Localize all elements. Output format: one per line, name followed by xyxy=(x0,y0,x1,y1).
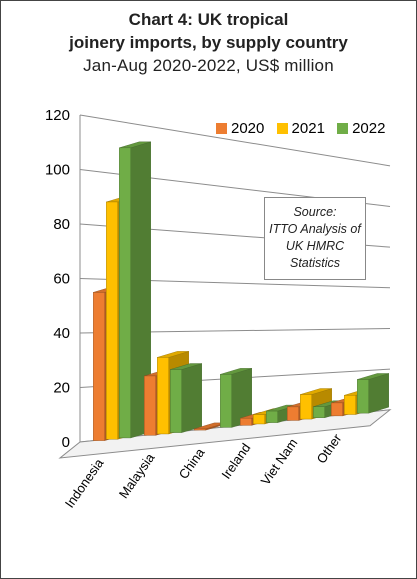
x-tick-label-china: China xyxy=(176,445,208,482)
bar-malaysia-2022 xyxy=(170,363,202,433)
chart-title-line-1: Chart 4: UK tropical xyxy=(128,10,289,29)
bar-front-malaysia-2021 xyxy=(157,357,169,435)
x-tick-label-viet-nam: Viet Nam xyxy=(258,436,301,488)
source-line-3: UK HMRC xyxy=(285,239,345,253)
bar-front-other-2022 xyxy=(357,379,369,414)
legend-swatch-2022 xyxy=(337,123,349,134)
y-tick-label-0: 0 xyxy=(62,434,70,451)
chart-title: Chart 4: UK tropical joinery imports, by… xyxy=(0,8,417,77)
bar-front-other-2021 xyxy=(344,395,356,415)
legend-label-2022: 2022 xyxy=(352,120,386,137)
gridline-120 xyxy=(79,114,391,167)
bar-front-china-2022 xyxy=(220,374,232,428)
x-tick-label-malaysia: Malaysia xyxy=(116,450,158,501)
bar-front-ireland-2020 xyxy=(240,418,252,426)
bar-front-viet-nam-2020 xyxy=(287,406,299,421)
y-tick-label-20: 20 xyxy=(53,380,70,397)
bar-front-indonesia-2022 xyxy=(119,147,131,439)
legend-item-2022: 2022 xyxy=(337,120,385,137)
source-line-1: Source: xyxy=(293,205,337,219)
bar-front-china-2020 xyxy=(194,428,206,431)
y-tick-label-120: 120 xyxy=(45,107,70,124)
source-annotation: Source: ITTO Analysis of UK HMRC Statist… xyxy=(264,197,366,280)
bar-front-viet-nam-2021 xyxy=(300,394,312,420)
bar-front-malaysia-2022 xyxy=(170,369,182,433)
bar-front-malaysia-2020 xyxy=(144,375,156,436)
x-tick-label-other: Other xyxy=(314,430,345,466)
y-tick-label-80: 80 xyxy=(53,216,70,233)
legend-label-2020: 2020 xyxy=(231,120,265,137)
source-line-2: ITTO Analysis of xyxy=(269,222,361,236)
bar-front-other-2020 xyxy=(331,402,343,417)
plot-floor xyxy=(58,409,392,459)
x-tick-label-indonesia: Indonesia xyxy=(62,455,107,510)
legend-swatch-2021 xyxy=(276,123,288,134)
y-tick-label-40: 40 xyxy=(53,325,70,342)
y-tick-label-60: 60 xyxy=(53,271,70,288)
chart-legend: 2020 2021 2022 xyxy=(216,120,393,137)
bar-other-2022 xyxy=(357,373,389,414)
x-tick-label-ireland: Ireland xyxy=(218,441,253,482)
legend-item-2021: 2021 xyxy=(276,120,325,137)
bar-side-other-2022 xyxy=(368,373,389,414)
legend-swatch-2020 xyxy=(216,123,227,134)
legend-item-2020: 2020 xyxy=(216,120,264,137)
bar-front-ireland-2022 xyxy=(266,410,278,423)
bar-front-ireland-2021 xyxy=(253,414,265,425)
bar-indonesia-2022 xyxy=(119,141,151,439)
bar-side-malaysia-2022 xyxy=(181,363,202,433)
bar-front-indonesia-2021 xyxy=(106,201,118,440)
legend-label-2021: 2021 xyxy=(291,120,325,137)
bar-china-2022 xyxy=(220,368,252,428)
chart-title-line-3: Jan-Aug 2020-2022, US$ million xyxy=(83,56,334,75)
bar-front-indonesia-2020 xyxy=(93,292,105,441)
bar-front-viet-nam-2022 xyxy=(313,406,325,418)
chart-title-line-2: joinery imports, by supply country xyxy=(69,33,348,52)
y-tick-label-100: 100 xyxy=(45,162,70,179)
source-line-4: Statistics xyxy=(289,256,340,270)
